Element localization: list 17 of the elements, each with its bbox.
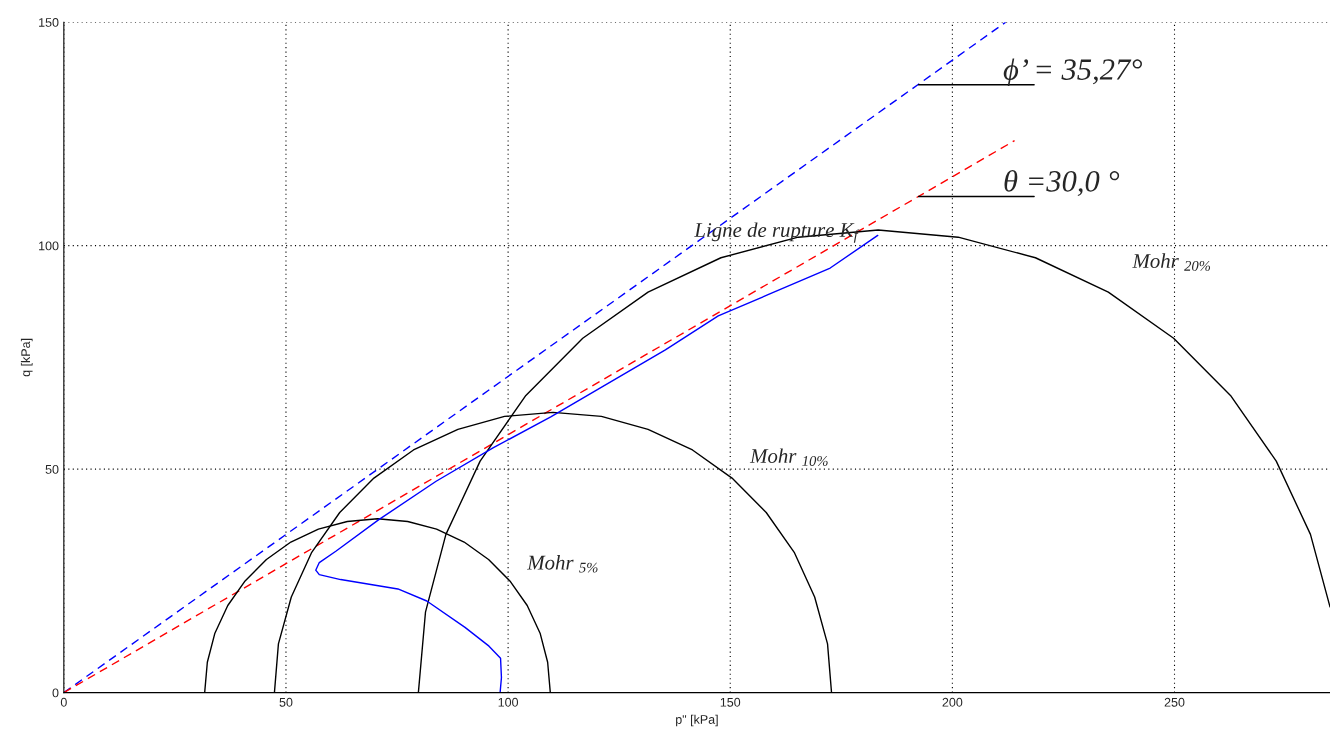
annotation: θ =30,0 ° bbox=[1004, 169, 1120, 197]
y-axis-title: q [kPa] bbox=[20, 338, 33, 377]
annotation: Mohr $_{10%}$ bbox=[749, 448, 828, 466]
annotation: Mohr $_{5%}$ bbox=[527, 555, 598, 573]
x-tick-label: 200 bbox=[942, 697, 963, 707]
y-tick-label: 100 bbox=[39, 241, 59, 251]
annotation: ϕ’ = 35,27° bbox=[1003, 58, 1142, 87]
x-tick-label: 100 bbox=[498, 697, 519, 707]
x-tick-label: 50 bbox=[279, 697, 293, 707]
y-tick-label: 50 bbox=[45, 464, 59, 474]
annotation: Mohr $_{20%}$ bbox=[1132, 253, 1211, 271]
y-tick-label: 150 bbox=[39, 18, 59, 27]
x-axis-title: p" [kPa] bbox=[676, 714, 718, 727]
x-tick-label: 150 bbox=[720, 697, 741, 707]
x-tick-label: 0 bbox=[60, 697, 67, 707]
x-tick-label: 250 bbox=[1164, 697, 1185, 707]
y-tick-label: 0 bbox=[52, 688, 59, 698]
